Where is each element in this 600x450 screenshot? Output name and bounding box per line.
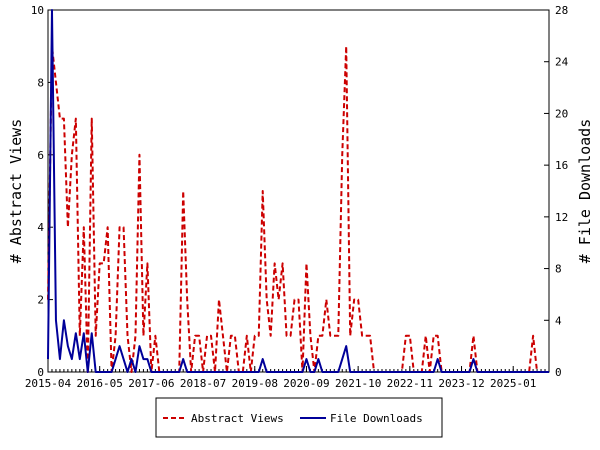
y-right-tick-label: 0 — [555, 366, 562, 379]
y-right-tick-label: 4 — [555, 314, 562, 327]
x-tick-label: 2025-01 — [490, 377, 536, 390]
x-tick-label: 2015-04 — [25, 377, 72, 390]
y-right-tick-label: 20 — [555, 107, 568, 120]
series-line-abstract-views — [47, 45, 549, 373]
y-left-tick-label: 0 — [37, 366, 44, 379]
y-right-tick-label: 8 — [555, 263, 562, 276]
x-tick-label: 2019-08 — [232, 377, 278, 390]
y-left-tick-label: 8 — [37, 76, 44, 89]
series-line-file-downloads — [47, 9, 549, 373]
legend-label-file-downloads: File Downloads — [330, 412, 423, 425]
x-tick-label: 2023-12 — [438, 377, 484, 390]
y-right-tick-label: 16 — [555, 159, 568, 172]
left-axis-title: # Abstract Views — [7, 119, 25, 264]
tick-labels: 2015-04 2016-05 2017-06 2018-07 2019-08 2020-… — [25, 4, 569, 390]
y-left-tick-label: 10 — [31, 4, 44, 17]
x-tick-label: 2020-09 — [283, 377, 329, 390]
legend: Abstract Views File Downloads — [155, 397, 443, 438]
x-tick-label: 2016-05 — [77, 377, 123, 390]
y-left-tick-label: 2 — [37, 294, 44, 307]
plot-area — [47, 9, 550, 373]
legend-box — [155, 397, 443, 438]
series-lines — [47, 9, 549, 373]
right-axis-title: # File Downloads — [576, 119, 594, 264]
legend-label-abstract-views: Abstract Views — [191, 412, 284, 425]
y-right-tick-label: 12 — [555, 211, 568, 224]
x-tick-label: 2018-07 — [180, 377, 226, 390]
x-tick-label: 2022-11 — [387, 377, 433, 390]
y-left-tick-label: 6 — [37, 149, 44, 162]
y-right-tick-label: 24 — [555, 56, 569, 69]
y-right-tick-label: 28 — [555, 4, 568, 17]
y-left-tick-label: 4 — [37, 221, 44, 234]
x-tick-label: 2021-10 — [335, 377, 381, 390]
x-tick-label: 2017-06 — [128, 377, 174, 390]
